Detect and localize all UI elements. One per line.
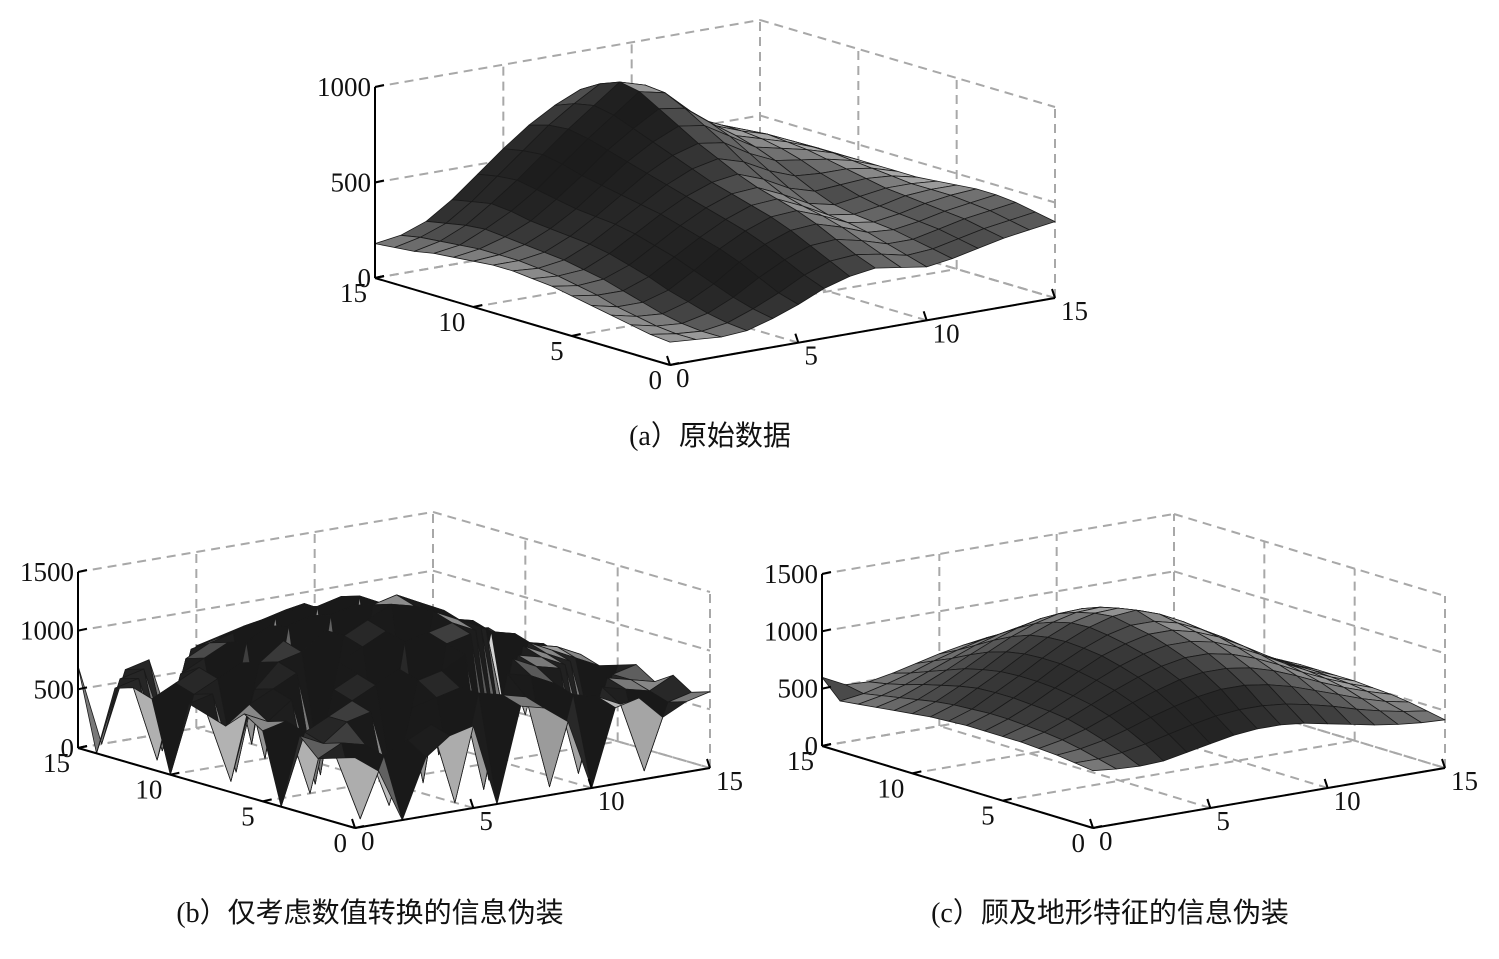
surface-face bbox=[77, 665, 121, 754]
z-tick bbox=[821, 685, 832, 690]
x-tick-label: 15 bbox=[716, 766, 743, 796]
x-tick bbox=[794, 333, 800, 343]
y-axis bbox=[374, 277, 671, 366]
y-tick-label: 5 bbox=[241, 801, 255, 831]
y-tick bbox=[473, 304, 483, 308]
x-tick bbox=[706, 758, 711, 769]
x-tick-label: 5 bbox=[1216, 806, 1230, 836]
x-tick bbox=[1206, 798, 1212, 809]
z-tick-label: 500 bbox=[34, 674, 75, 704]
x-tick-label: 10 bbox=[933, 318, 960, 348]
grid-line bbox=[1173, 513, 1446, 597]
x-tick bbox=[1089, 818, 1094, 829]
grid-line bbox=[821, 513, 1175, 575]
z-tick-label: 1000 bbox=[764, 616, 818, 646]
y-tick-label: 0 bbox=[1072, 828, 1086, 858]
y-axis bbox=[77, 747, 356, 829]
y-tick-label: 15 bbox=[340, 278, 367, 308]
x-tick-label: 5 bbox=[479, 806, 493, 836]
grid-line bbox=[1173, 570, 1446, 655]
y-tick-label: 0 bbox=[649, 365, 663, 395]
y-tick bbox=[170, 771, 180, 776]
x-tick bbox=[351, 818, 356, 829]
y-tick bbox=[354, 825, 365, 829]
z-tick bbox=[374, 179, 385, 184]
x-tick-label: 5 bbox=[804, 341, 818, 371]
y-tick-label: 5 bbox=[981, 801, 995, 831]
z-tick-label: 500 bbox=[331, 168, 372, 198]
surface-face bbox=[336, 757, 380, 820]
y-tick bbox=[1002, 797, 1012, 802]
x-tick bbox=[1323, 778, 1329, 789]
y-tick-label: 10 bbox=[135, 775, 162, 805]
z-tick-label: 1500 bbox=[20, 557, 74, 587]
y-tick-label: 15 bbox=[787, 746, 814, 776]
z-tick bbox=[77, 686, 88, 691]
y-tick-label: 0 bbox=[334, 828, 348, 858]
y-tick bbox=[571, 333, 581, 337]
z-tick bbox=[77, 569, 88, 573]
x-tick bbox=[1441, 758, 1446, 769]
x-tick-label: 0 bbox=[676, 363, 690, 393]
grid-line bbox=[77, 569, 434, 632]
x-tick-label: 15 bbox=[1451, 766, 1478, 796]
z-tick bbox=[821, 628, 832, 633]
grid-line bbox=[77, 511, 434, 573]
surface-face bbox=[1074, 758, 1117, 772]
x-tick bbox=[922, 311, 928, 321]
surface-face bbox=[649, 333, 697, 343]
grid-line bbox=[939, 725, 1211, 809]
z-tick bbox=[77, 745, 88, 749]
x-tick-label: 0 bbox=[1099, 826, 1113, 856]
z-tick-label: 500 bbox=[778, 674, 819, 704]
y-tick-label: 15 bbox=[43, 748, 70, 778]
x-tick bbox=[587, 778, 593, 789]
z-tick-label: 0 bbox=[358, 263, 372, 293]
y-tick bbox=[262, 798, 272, 803]
x-tick bbox=[469, 798, 475, 809]
y-tick-label: 5 bbox=[550, 336, 564, 366]
z-tick bbox=[374, 84, 385, 88]
x-axis bbox=[1092, 767, 1446, 829]
z-tick-label: 1000 bbox=[317, 72, 371, 102]
grid-line bbox=[759, 114, 1056, 204]
z-tick bbox=[374, 275, 385, 279]
x-tick-label: 0 bbox=[361, 826, 375, 856]
y-tick-label: 10 bbox=[877, 773, 904, 803]
caption: (a）原始数据 bbox=[629, 420, 791, 452]
z-tick bbox=[821, 743, 832, 747]
y-axis bbox=[821, 745, 1094, 829]
caption: (b）仅考虑数值转换的信息伪装 bbox=[176, 897, 563, 929]
x-tick bbox=[1051, 288, 1056, 299]
y-tick-label: 10 bbox=[438, 307, 465, 337]
z-tick-label: 1000 bbox=[20, 616, 74, 646]
grid-line bbox=[432, 569, 711, 652]
y-tick bbox=[1092, 825, 1103, 829]
grid-line bbox=[759, 19, 1056, 108]
x-tick-label: 10 bbox=[598, 786, 625, 816]
z-tick-label: 0 bbox=[61, 733, 75, 763]
x-tick bbox=[666, 355, 671, 366]
x-axis bbox=[669, 297, 1056, 366]
z-tick bbox=[821, 571, 832, 575]
z-tick-label: 1500 bbox=[764, 559, 818, 589]
x-axis bbox=[354, 767, 711, 829]
y-tick bbox=[669, 362, 680, 366]
grid-line bbox=[374, 19, 761, 88]
grid-line bbox=[432, 511, 711, 593]
y-tick bbox=[912, 770, 922, 775]
x-tick-label: 15 bbox=[1061, 296, 1088, 326]
x-tick-label: 10 bbox=[1334, 786, 1361, 816]
surface-face bbox=[262, 720, 306, 808]
caption: (c）顾及地形特征的信息伪装 bbox=[931, 897, 1289, 929]
z-tick bbox=[77, 627, 88, 632]
z-tick-label: 0 bbox=[805, 731, 819, 761]
